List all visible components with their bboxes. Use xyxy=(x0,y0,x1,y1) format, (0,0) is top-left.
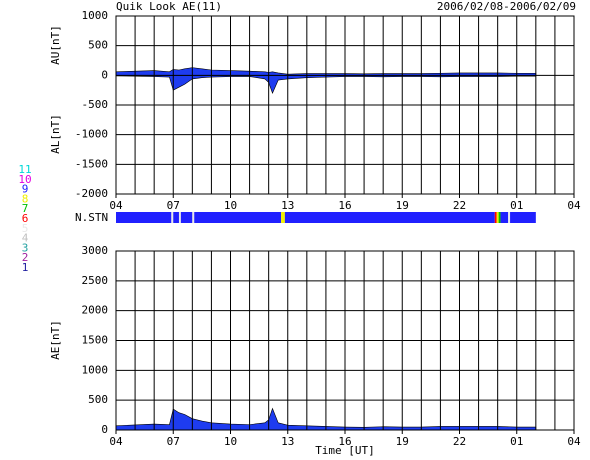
x-tick-label: 01 xyxy=(510,199,523,212)
y-tick-label: -2000 xyxy=(75,187,108,200)
y-tick-label: 0 xyxy=(101,423,108,436)
legend-label: 4 xyxy=(22,232,29,245)
y-tick-label: -1500 xyxy=(75,157,108,170)
x-tick-label: 10 xyxy=(224,199,237,212)
legend-label: 8 xyxy=(22,192,29,205)
y-tick-label: -500 xyxy=(82,98,109,111)
station-segment xyxy=(173,212,179,223)
station-segment xyxy=(494,212,497,223)
y-axis-label: AU[nT] xyxy=(49,25,62,65)
date-range: 2006/02/08-2006/02/09 xyxy=(437,0,576,13)
x-tick-label: 22 xyxy=(453,199,466,212)
y-tick-label: 1500 xyxy=(82,334,109,347)
data-area xyxy=(115,75,537,94)
x-tick-label: 04 xyxy=(567,435,581,448)
station-segment xyxy=(281,212,285,223)
x-tick-label: 04 xyxy=(109,199,123,212)
station-segment xyxy=(500,212,509,223)
station-segment xyxy=(171,212,174,223)
x-tick-label: 13 xyxy=(281,199,294,212)
legend-label: 7 xyxy=(22,202,29,215)
legend-label: 11 xyxy=(18,163,31,176)
data-area xyxy=(115,407,537,431)
station-segment xyxy=(284,212,495,223)
x-tick-label: 04 xyxy=(109,435,123,448)
legend-label: 5 xyxy=(22,222,29,235)
x-axis-label: Time [UT] xyxy=(315,444,375,457)
y-axis-label: AL[nT] xyxy=(49,114,62,154)
x-tick-label: 04 xyxy=(567,199,581,212)
station-segment xyxy=(508,212,511,223)
x-tick-label: 19 xyxy=(396,435,409,448)
legend-label: 2 xyxy=(22,251,29,264)
data-area xyxy=(115,67,537,76)
legend-label: 6 xyxy=(22,212,29,225)
y-tick-label: 0 xyxy=(101,68,108,81)
legend-label: 1 xyxy=(22,261,29,274)
y-tick-label: 2000 xyxy=(82,304,109,317)
y-axis-label: AE[nT] xyxy=(49,320,62,360)
station-segment xyxy=(192,212,195,223)
y-tick-label: 1000 xyxy=(82,9,109,22)
station-segment xyxy=(178,212,181,223)
x-tick-label: 07 xyxy=(167,199,180,212)
x-tick-label: 10 xyxy=(224,435,237,448)
x-tick-label: 22 xyxy=(453,435,466,448)
x-tick-label: 16 xyxy=(338,199,351,212)
y-tick-label: -1000 xyxy=(75,128,108,141)
legend-label: 9 xyxy=(22,183,29,196)
x-tick-label: 16 xyxy=(338,435,351,448)
station-segment xyxy=(180,212,193,223)
x-tick-label: 07 xyxy=(167,435,180,448)
y-tick-label: 500 xyxy=(88,393,108,406)
x-tick-label: 13 xyxy=(281,435,294,448)
bar-label: N.STN xyxy=(75,211,108,224)
station-segment xyxy=(194,212,282,223)
plot-frame xyxy=(115,15,575,195)
legend-label: 10 xyxy=(18,173,31,186)
y-tick-label: 3000 xyxy=(82,244,109,257)
chart-title: Quik Look AE(11) xyxy=(116,0,222,13)
y-tick-label: 500 xyxy=(88,39,108,52)
station-segment xyxy=(496,212,499,223)
y-tick-label: 1000 xyxy=(82,363,109,376)
x-tick-label: 01 xyxy=(510,435,523,448)
station-segment xyxy=(510,212,536,223)
y-tick-label: 2500 xyxy=(82,274,109,287)
plot-frame xyxy=(115,250,575,431)
x-tick-label: 19 xyxy=(396,199,409,212)
station-segment xyxy=(116,212,172,223)
legend-label: 3 xyxy=(22,241,29,254)
station-segment xyxy=(498,212,501,223)
